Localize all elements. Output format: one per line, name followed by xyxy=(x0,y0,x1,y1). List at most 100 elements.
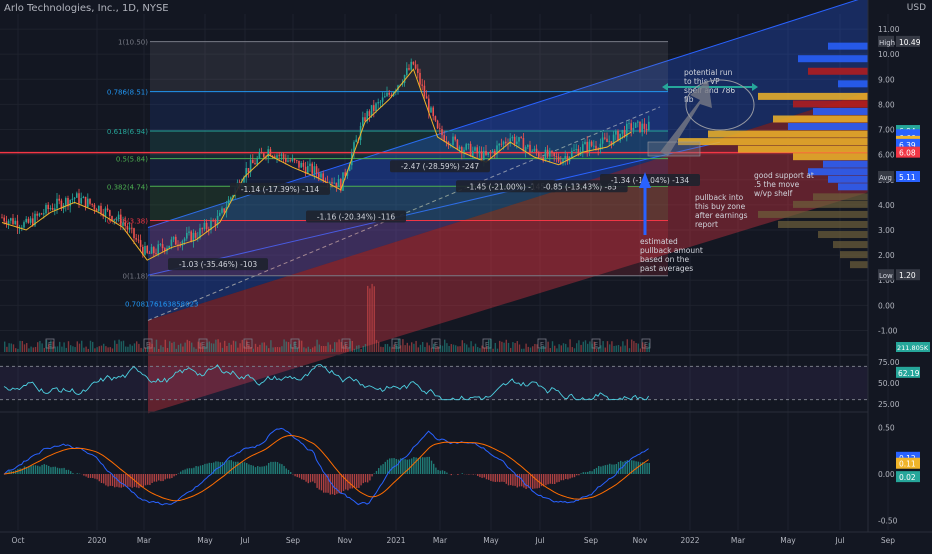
x-tick-label: 2020 xyxy=(87,536,106,545)
candle-body xyxy=(85,197,87,207)
macd-hist-bar xyxy=(413,457,414,474)
candle-body xyxy=(472,151,474,156)
volume-bar xyxy=(178,345,179,352)
macd-hist-bar xyxy=(385,462,386,474)
candle-body xyxy=(212,221,214,222)
candle-body xyxy=(468,144,470,145)
macd-hist-bar xyxy=(92,474,93,478)
candle-body xyxy=(122,222,124,225)
volume-bar xyxy=(433,344,434,352)
volume-bar xyxy=(105,346,106,352)
candle-body xyxy=(419,73,421,85)
macd-hist-bar xyxy=(473,474,474,475)
candle-body xyxy=(644,124,646,129)
volume-bar xyxy=(129,344,130,352)
volume-bar xyxy=(470,341,471,352)
fib-zone xyxy=(150,131,668,159)
volume-bar xyxy=(558,344,559,352)
volume-profile-row xyxy=(850,261,868,268)
volume-profile-row xyxy=(758,211,868,218)
candle-body xyxy=(417,69,419,73)
macd-hist-bar xyxy=(558,474,559,482)
volume-bar xyxy=(259,345,260,352)
macd-hist-bar xyxy=(387,460,388,474)
candle-body xyxy=(219,213,221,216)
macd-hist-bar xyxy=(41,465,42,474)
volume-bar xyxy=(589,341,590,352)
macd-hist-bar xyxy=(24,466,25,474)
volume-bar xyxy=(235,341,236,352)
candle-body xyxy=(512,137,514,138)
macd-hist-bar xyxy=(607,465,608,474)
macd-hist-bar xyxy=(195,466,196,474)
candle-body xyxy=(140,240,142,247)
volume-bar xyxy=(147,347,148,352)
volume-profile-row xyxy=(808,168,868,175)
volume-bar xyxy=(319,345,320,352)
volume-bar xyxy=(358,345,359,352)
candle-body xyxy=(175,237,177,245)
macd-hist-bar xyxy=(589,471,590,474)
macd-hist-bar xyxy=(171,474,172,478)
candle-body xyxy=(635,123,637,128)
macd-hist-bar xyxy=(261,467,262,474)
macd-hist-bar xyxy=(310,474,311,482)
volume-bar xyxy=(88,349,89,352)
volume-bar xyxy=(530,348,531,352)
volume-bar xyxy=(400,345,401,352)
volume-bar xyxy=(624,346,625,352)
volume-bar xyxy=(550,348,551,352)
volume-bar xyxy=(44,348,45,352)
x-tick-label: Sep xyxy=(584,536,598,545)
candle-body xyxy=(586,142,588,151)
macd-hist-bar xyxy=(422,457,423,474)
macd-hist-bar xyxy=(312,474,313,482)
x-tick-label: Mar xyxy=(731,536,746,545)
volume-bar xyxy=(642,342,643,352)
candle-body xyxy=(261,152,263,153)
macd-hist-bar xyxy=(512,474,513,486)
macd-hist-bar xyxy=(28,467,29,474)
candle-body xyxy=(406,68,408,75)
macd-hist-bar xyxy=(180,472,181,474)
candle-body xyxy=(606,139,608,142)
volume-bar xyxy=(127,347,128,352)
candle-body xyxy=(413,62,415,65)
volume-bar xyxy=(378,342,379,352)
macd-hist-bar xyxy=(552,474,553,484)
volume-bar xyxy=(79,344,80,352)
volume-bar xyxy=(435,348,436,352)
volume-bar xyxy=(605,348,606,352)
volume-bar xyxy=(387,344,388,352)
candle-body xyxy=(369,111,371,116)
candle-body xyxy=(316,166,318,173)
macd-hist-bar xyxy=(437,470,438,474)
candle-body xyxy=(318,173,320,177)
macd-hist-bar xyxy=(506,474,507,484)
candle-body xyxy=(41,213,43,214)
macd-hist-bar xyxy=(363,474,364,483)
macd-hist-bar xyxy=(77,473,78,474)
candle-body xyxy=(615,131,617,135)
candle-body xyxy=(221,208,223,212)
volume-bar xyxy=(239,343,240,352)
x-tick-label: Oct xyxy=(12,536,25,545)
macd-hist-bar xyxy=(184,469,185,474)
volume-bar xyxy=(554,346,555,352)
pullback-label: -1.14 (-17.39%) -114 xyxy=(241,185,320,194)
macd-hist-bar xyxy=(618,462,619,474)
macd-hist-bar xyxy=(398,460,399,474)
volume-bar xyxy=(360,349,361,352)
volume-bar xyxy=(543,346,544,352)
macd-hist-bar xyxy=(154,474,155,482)
y-tick-label: 6.00 xyxy=(878,151,895,160)
volume-bar xyxy=(404,345,405,352)
macd-hist-bar xyxy=(68,470,69,474)
candle-body xyxy=(503,142,505,145)
annotation-text: based on the xyxy=(640,255,689,264)
candle-body xyxy=(144,246,146,255)
price-tag-name: High xyxy=(879,39,895,47)
candle-body xyxy=(498,144,500,146)
y-tick-label: 10.00 xyxy=(878,50,900,59)
